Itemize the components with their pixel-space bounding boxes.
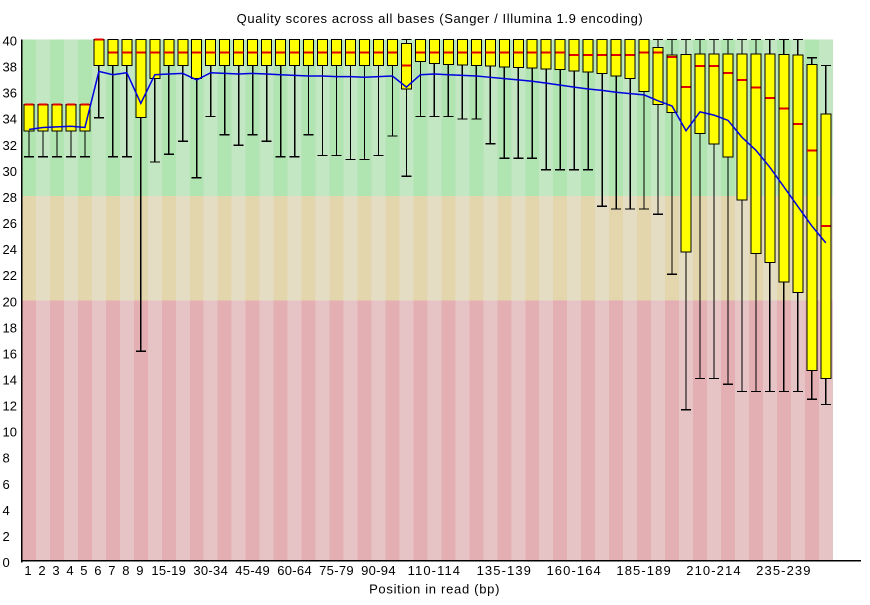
svg-text:Position in read (bp): Position in read (bp) [369,582,500,597]
svg-text:0: 0 [3,555,10,570]
svg-text:75-79: 75-79 [319,563,354,578]
svg-text:5: 5 [80,563,87,578]
svg-text:12: 12 [3,399,17,414]
svg-text:30: 30 [3,164,17,179]
svg-text:6: 6 [94,563,101,578]
svg-text:34: 34 [3,112,17,127]
svg-text:26: 26 [3,216,17,231]
svg-text:14: 14 [3,372,17,387]
svg-text:210-214: 210-214 [686,563,741,578]
svg-text:160-164: 160-164 [546,563,601,578]
svg-text:38: 38 [3,60,17,75]
svg-text:45-49: 45-49 [235,563,270,578]
svg-text:185-189: 185-189 [616,563,671,578]
svg-text:6: 6 [3,477,10,492]
svg-text:4: 4 [66,563,73,578]
svg-text:18: 18 [3,320,17,335]
svg-text:60-64: 60-64 [277,563,312,578]
svg-text:20: 20 [3,294,17,309]
svg-text:22: 22 [3,268,17,283]
svg-text:10: 10 [3,425,17,440]
svg-text:235-239: 235-239 [756,563,811,578]
svg-text:36: 36 [3,86,17,101]
svg-text:1: 1 [24,563,31,578]
svg-text:32: 32 [3,138,17,153]
svg-text:90-94: 90-94 [361,563,396,578]
svg-text:2: 2 [38,563,45,578]
svg-text:9: 9 [136,563,143,578]
svg-text:8: 8 [3,451,10,466]
svg-text:8: 8 [122,563,129,578]
svg-text:24: 24 [3,242,17,257]
svg-text:40: 40 [3,34,17,49]
svg-text:15-19: 15-19 [151,563,186,578]
svg-text:4: 4 [3,503,10,518]
svg-text:2: 2 [3,529,10,544]
svg-text:7: 7 [108,563,115,578]
svg-text:3: 3 [52,563,59,578]
svg-text:Quality scores across all base: Quality scores across all bases (Sanger … [237,11,644,26]
svg-text:28: 28 [3,190,17,205]
svg-text:30-34: 30-34 [193,563,228,578]
svg-text:110-114: 110-114 [408,563,461,578]
svg-text:16: 16 [3,346,17,361]
svg-text:135-139: 135-139 [477,563,532,578]
